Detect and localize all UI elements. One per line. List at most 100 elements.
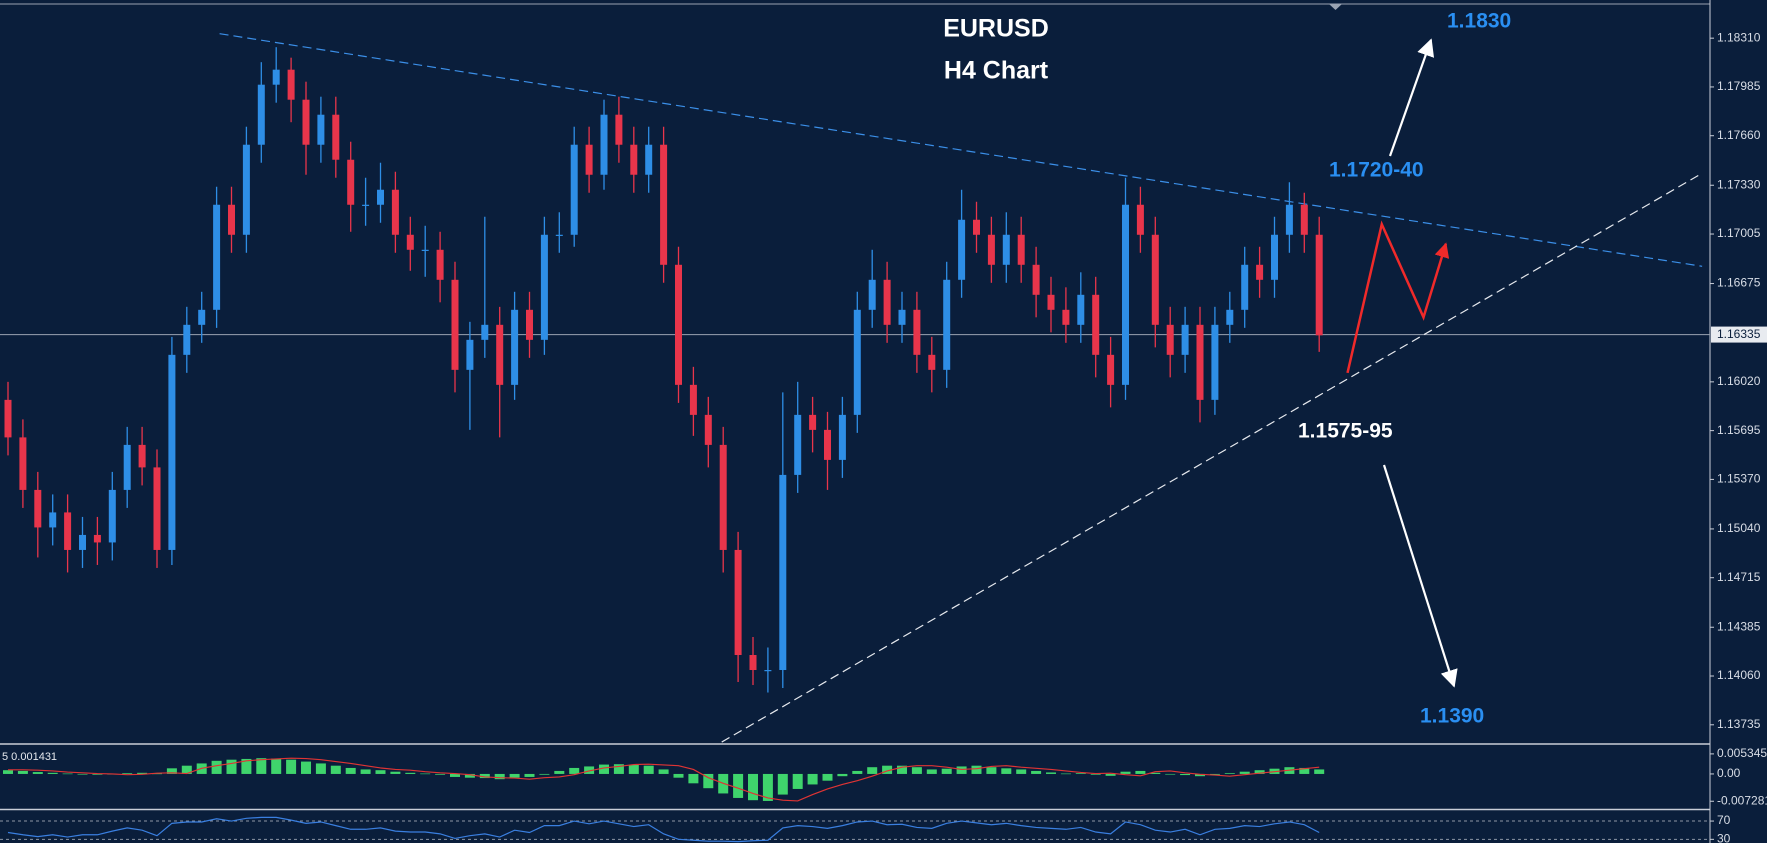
macd-bar [807,773,818,785]
macd-bar [17,770,28,774]
candle-body [138,444,146,468]
candle-body [436,249,444,280]
y-tick-label: 0.005345 [1717,746,1767,760]
macd-bar [1165,773,1176,775]
macd-bar [1090,773,1101,775]
candle-body [451,279,459,370]
trendline [721,172,1703,743]
macd-bar [539,773,550,775]
candle-body [228,204,235,235]
current-price-label: 1.16335 [1717,327,1761,341]
macd-bar [450,773,460,777]
candle-body [4,399,12,438]
macd-bar [47,772,58,774]
candle-body [689,384,697,415]
price-panel [0,33,1710,743]
macd-bar [1001,768,1012,774]
candle-body [1017,234,1025,265]
candle-body [1002,234,1010,265]
macd-bar [1209,773,1220,775]
macd-panel [3,757,1325,802]
macd-bar [837,773,848,777]
macd-bar [569,767,580,774]
y-tick-label: 1.17330 [1717,177,1761,191]
candle-body [496,324,504,385]
macd-label: 5 0.001431 [2,751,57,763]
candle-body [49,512,57,528]
macd-bar [926,769,937,774]
y-tick-label: 1.18310 [1717,30,1761,44]
candle-body [987,234,995,265]
candle-body [272,69,280,85]
macd-bar [1254,770,1265,774]
candle-body [526,309,533,340]
macd-bar [479,773,490,779]
macd-bar [882,765,893,774]
candle-body [1032,264,1040,295]
projection-path [1346,220,1450,374]
macd-bar [62,773,73,775]
macd-bar [360,769,371,774]
candle-body [317,114,325,145]
macd-bar [733,773,744,798]
up-arrow [1388,38,1435,157]
candle-body [645,144,653,175]
candle-body [570,144,578,235]
candle-body [302,99,310,145]
candle-body [764,670,772,672]
trendline [219,33,1703,267]
down-arrow [1382,464,1458,688]
macd-bar [1150,772,1161,774]
candle-body [734,549,742,656]
axes: 1.18310 1.17985 1.17660 1.17330 1.17005 1.166… [1710,30,1767,843]
macd-bar [1046,772,1056,774]
macd-bar [1135,770,1146,774]
macd-bar [256,758,267,774]
y-tick-label: 1.15695 [1717,423,1761,437]
macd-bar [867,767,878,774]
candle-body [1047,294,1055,310]
candle-body [1181,324,1189,355]
candle-body [362,204,370,206]
candle-body [1315,234,1323,336]
macd-signal [8,757,1320,802]
candle-body [153,467,161,550]
candle-body [198,309,206,325]
macd-bar [92,773,103,775]
y-tick-label: 0.00 [1717,766,1741,780]
macd-bar [792,773,803,789]
candle-body [1226,309,1234,325]
macd-bar [584,766,595,774]
macd-bar [435,773,446,775]
candle-body [511,309,519,385]
macd-bar [613,764,624,774]
y-tick-label: 1.15370 [1717,472,1761,486]
macd-bar [1299,767,1310,774]
y-tick-label: 1.15040 [1717,521,1761,535]
candle-body [1136,204,1144,235]
target-label: 1.1830 [1447,10,1511,33]
macd-bar [241,758,252,774]
macd-bar [464,773,475,778]
candle-body [704,414,712,445]
candle-body [928,354,936,370]
macd-bar [554,770,565,774]
shift-marker [1329,4,1342,10]
candle-body [660,144,668,265]
candle-body [213,204,221,310]
chart-subtitle: H4 Chart [944,57,1049,85]
y-tick-label: 1.17660 [1717,128,1761,142]
chart-title: EURUSD [943,15,1049,43]
macd-bar [330,765,341,774]
candle-body [421,249,429,251]
rsi-line [7,816,1320,843]
macd-bar [166,768,177,774]
candle-body [347,159,355,205]
candle-body [883,279,891,325]
candle-body [1107,354,1115,385]
macd-bar [897,765,907,774]
current-price-box [1711,326,1767,343]
macd-bar [405,772,416,774]
candle-body [779,474,787,671]
